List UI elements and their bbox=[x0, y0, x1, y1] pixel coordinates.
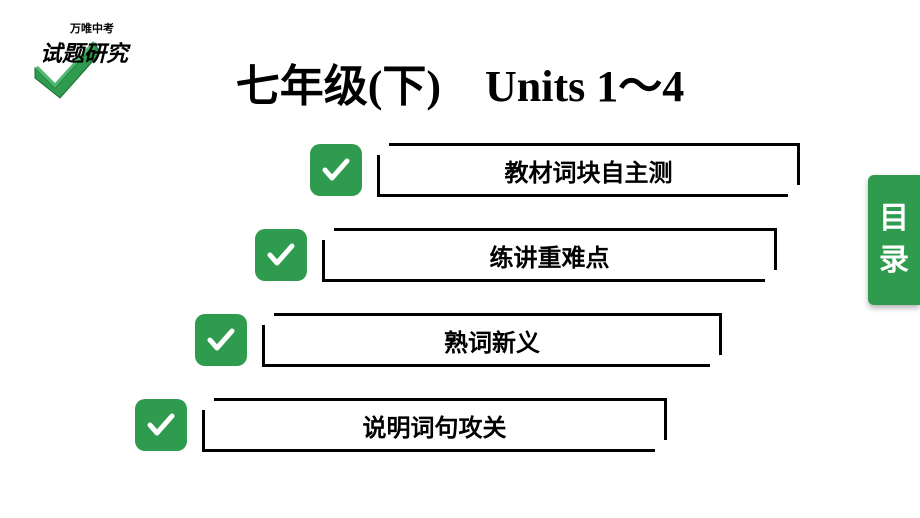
logo-small-text: 万唯中考 bbox=[70, 20, 160, 36]
menu-item-label: 练讲重难点 bbox=[322, 228, 777, 282]
menu-item-3[interactable]: 说明词句攻关 bbox=[135, 395, 800, 455]
menu-item-label: 熟词新义 bbox=[262, 313, 722, 367]
side-label-char1: 目 bbox=[879, 198, 909, 240]
check-icon bbox=[255, 229, 307, 281]
side-label-char2: 录 bbox=[879, 240, 909, 282]
check-icon bbox=[310, 144, 362, 196]
page-title: 七年级(下) Units 1～4 bbox=[236, 50, 685, 114]
check-icon bbox=[195, 314, 247, 366]
logo: 万唯中考 试题研究 bbox=[40, 20, 160, 100]
menu-item-label: 教材词块自主测 bbox=[377, 143, 800, 197]
menu-item-label: 说明词句攻关 bbox=[202, 398, 667, 452]
menu-item-1[interactable]: 练讲重难点 bbox=[255, 225, 800, 285]
menu-item-0[interactable]: 教材词块自主测 bbox=[310, 140, 800, 200]
side-toc-label[interactable]: 目 录 bbox=[868, 175, 920, 305]
check-icon bbox=[135, 399, 187, 451]
logo-big-text: 试题研究 bbox=[40, 36, 160, 68]
menu-item-2[interactable]: 熟词新义 bbox=[195, 310, 800, 370]
menu-container: 教材词块自主测练讲重难点熟词新义说明词句攻关 bbox=[100, 140, 800, 480]
